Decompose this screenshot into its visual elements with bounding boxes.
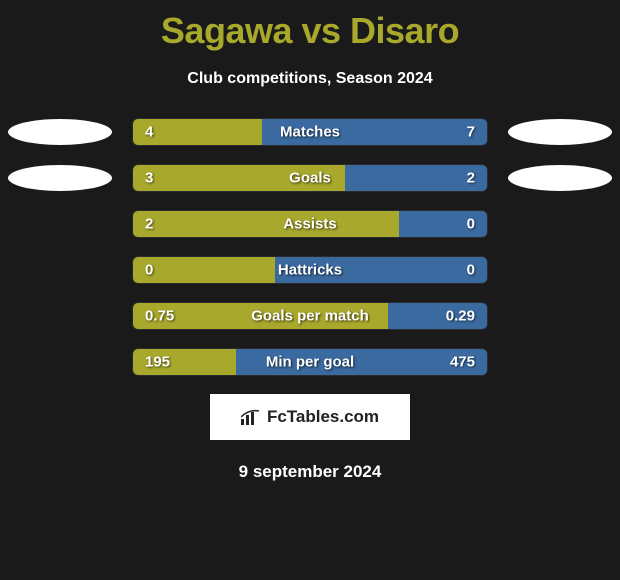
stat-label: Goals per match: [251, 308, 369, 325]
player-right-oval: [508, 119, 612, 145]
stat-row: 0.75 0.29 Goals per match: [0, 302, 620, 330]
stat-row: 3 2 Goals: [0, 164, 620, 192]
bar-left-fill: [133, 211, 399, 237]
logo-text: FcTables.com: [267, 407, 379, 427]
stat-label: Goals: [289, 170, 331, 187]
stat-left-value: 0: [145, 262, 153, 279]
stat-row: 2 0 Assists: [0, 210, 620, 238]
stat-bar: 0 0 Hattricks: [132, 256, 488, 284]
stat-right-value: 475: [450, 354, 475, 371]
stat-right-value: 2: [467, 170, 475, 187]
stat-row: 0 0 Hattricks: [0, 256, 620, 284]
stat-bar: 4 7 Matches: [132, 118, 488, 146]
page-title: Sagawa vs Disaro: [0, 0, 620, 52]
stat-left-value: 0.75: [145, 308, 174, 325]
stats-chart: 4 7 Matches 3 2 Goals 2 0 Assists 0 0 Hattricks 0.75…: [0, 118, 620, 376]
stat-label: Min per goal: [266, 354, 354, 371]
stat-label: Assists: [283, 216, 336, 233]
chart-icon: [241, 409, 261, 425]
player-right-oval: [508, 165, 612, 191]
stat-label: Hattricks: [278, 262, 342, 279]
stat-right-value: 0.29: [446, 308, 475, 325]
stat-left-value: 4: [145, 124, 153, 141]
stat-right-value: 0: [467, 262, 475, 279]
player-left-oval: [8, 165, 112, 191]
logo-box[interactable]: FcTables.com: [210, 394, 410, 440]
bar-left-fill: [133, 257, 275, 283]
stat-row: 4 7 Matches: [0, 118, 620, 146]
stat-left-value: 2: [145, 216, 153, 233]
stat-bar: 2 0 Assists: [132, 210, 488, 238]
stat-bar: 0.75 0.29 Goals per match: [132, 302, 488, 330]
stat-bar: 3 2 Goals: [132, 164, 488, 192]
stat-left-value: 3: [145, 170, 153, 187]
player-left-oval: [8, 119, 112, 145]
stat-left-value: 195: [145, 354, 170, 371]
footer-date: 9 september 2024: [0, 462, 620, 482]
stat-right-value: 7: [467, 124, 475, 141]
stat-bar: 195 475 Min per goal: [132, 348, 488, 376]
stat-right-value: 0: [467, 216, 475, 233]
stat-label: Matches: [280, 124, 340, 141]
page-subtitle: Club competitions, Season 2024: [0, 70, 620, 88]
stat-row: 195 475 Min per goal: [0, 348, 620, 376]
